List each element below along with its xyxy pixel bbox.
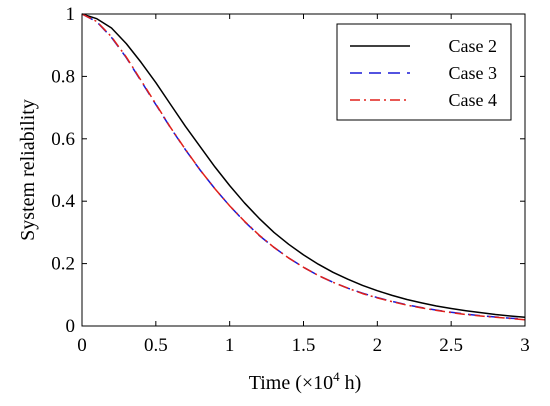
x-axis-title: Time (×104 h) [249,369,362,394]
x-tick-label: 2 [373,335,383,356]
legend-label: Case 4 [449,90,498,110]
y-tick-label: 0.8 [51,66,75,87]
x-tick-label: 1.5 [292,335,316,356]
y-axis-title: System reliability [17,99,39,241]
x-tick-label: 2.5 [439,335,463,356]
legend-label: Case 2 [449,36,498,56]
x-tick-label: 1 [225,335,235,356]
series-line-case-3 [81,13,526,320]
series-line-case-4 [81,13,526,321]
legend-items: Case 2 Case 3 Case 4 [350,36,497,110]
y-tick-label: 0 [66,316,76,337]
y-tick-label: 0.4 [51,191,75,212]
series-layer [81,13,526,321]
ticks-layer: 0 0.5 1 1.5 2 2.5 3 0 0.2 0.4 0.6 0.8 1 [51,4,530,356]
x-tick-label: 0 [77,335,87,356]
series-line-case-2 [81,13,526,319]
y-tick-label: 1 [66,4,76,25]
legend-box [336,23,512,121]
x-tick-label: 0.5 [144,335,168,356]
y-tick-label: 0.6 [51,129,75,150]
x-tick-label: 3 [520,335,530,356]
legend: Case 2 Case 3 Case 4 [336,23,512,121]
legend-label: Case 3 [449,63,498,83]
y-tick-label: 0.2 [51,254,75,275]
